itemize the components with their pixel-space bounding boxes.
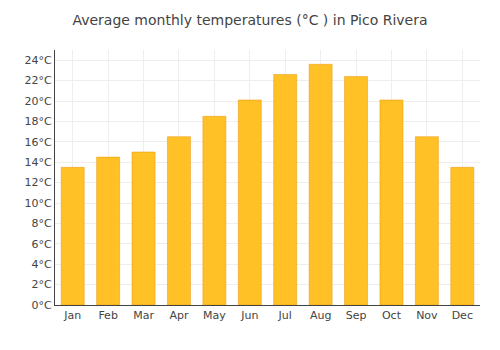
svg-text:Average monthly temperatures (: Average monthly temperatures (°C ) in Pi…	[72, 12, 427, 28]
svg-text:Jun: Jun	[240, 309, 258, 322]
svg-text:18°C: 18°C	[25, 115, 52, 128]
svg-text:8°C: 8°C	[32, 217, 52, 230]
svg-text:12°C: 12°C	[25, 176, 52, 189]
svg-text:Mar: Mar	[133, 309, 154, 322]
svg-text:14°C: 14°C	[25, 156, 52, 169]
svg-text:2°C: 2°C	[32, 278, 52, 291]
svg-text:4°C: 4°C	[32, 258, 52, 271]
svg-text:24°C: 24°C	[25, 54, 52, 67]
svg-text:May: May	[203, 309, 226, 322]
svg-text:Jan: Jan	[63, 309, 81, 322]
svg-text:10°C: 10°C	[25, 197, 52, 210]
svg-text:Nov: Nov	[416, 309, 438, 322]
svg-text:Sep: Sep	[346, 309, 367, 322]
svg-text:0°C: 0°C	[32, 299, 52, 312]
svg-text:Oct: Oct	[382, 309, 402, 322]
svg-text:Apr: Apr	[169, 309, 189, 322]
svg-text:Feb: Feb	[98, 309, 117, 322]
svg-text:22°C: 22°C	[25, 74, 52, 87]
svg-text:Dec: Dec	[452, 309, 473, 322]
svg-text:Jul: Jul	[278, 309, 292, 322]
svg-text:6°C: 6°C	[32, 238, 52, 251]
svg-text:Aug: Aug	[310, 309, 331, 322]
svg-text:16°C: 16°C	[25, 136, 52, 149]
svg-text:20°C: 20°C	[25, 95, 52, 108]
